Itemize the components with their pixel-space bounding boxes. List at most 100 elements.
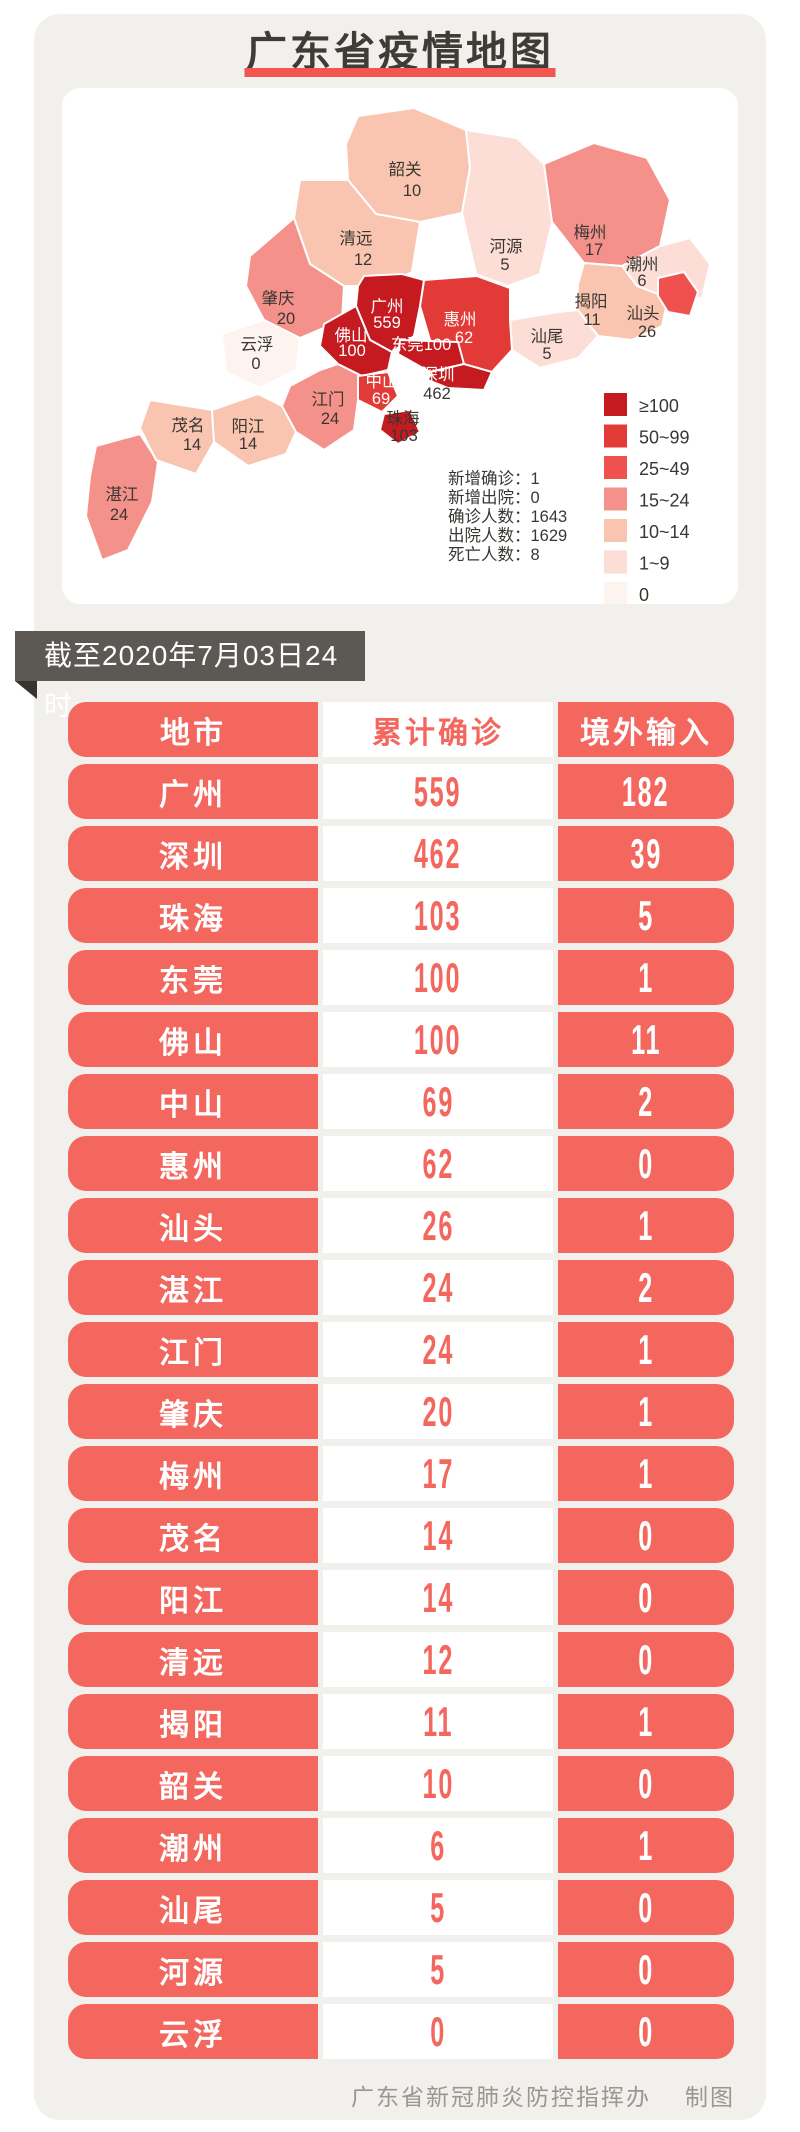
map-value-惠州: 62 xyxy=(455,329,473,347)
ribbon-fold xyxy=(15,681,37,699)
confirmed-cell-text: 26 xyxy=(422,1201,454,1249)
city-name-cell: 中山 xyxy=(68,1074,318,1129)
map-value-肇庆: 20 xyxy=(277,310,295,328)
confirmed-cell-text: 24 xyxy=(422,1263,454,1311)
city-name-cell-text: 韶关 xyxy=(159,1770,227,1804)
legend-swatch-1~9 xyxy=(604,550,627,574)
city-name-cell: 湛江 xyxy=(68,1260,318,1315)
confirmed-cell: 0 xyxy=(323,2004,553,2059)
city-name-cell-text: 茂名 xyxy=(159,1522,227,1556)
legend-swatch-10~14 xyxy=(604,519,627,542)
table-row: 清远 12 0 xyxy=(0,1632,800,1687)
map-label-茂名: 茂名 xyxy=(172,416,205,435)
stat-line-1: 新增出院：0 xyxy=(448,488,540,507)
footer-label: 制图 xyxy=(685,2084,735,2110)
map-label-云浮: 云浮 xyxy=(241,335,274,354)
header-imported-label: 境外输入 xyxy=(580,716,712,750)
map-label-深圳: 深圳 xyxy=(422,365,455,384)
city-name-cell-text: 惠州 xyxy=(159,1150,227,1184)
confirmed-cell-text: 12 xyxy=(422,1635,454,1683)
map-value-云浮: 0 xyxy=(251,355,260,373)
city-name-cell: 清远 xyxy=(68,1632,318,1687)
table-row: 梅州 17 1 xyxy=(0,1446,800,1501)
map-value-珠海: 103 xyxy=(390,427,418,445)
map-value-清远: 12 xyxy=(354,251,372,269)
confirmed-cell: 5 xyxy=(323,1880,553,1935)
imported-cell: 2 xyxy=(558,1074,734,1129)
imported-cell-text: 1 xyxy=(638,1449,654,1497)
city-name-cell-text: 珠海 xyxy=(159,902,227,936)
imported-cell-text: 1 xyxy=(638,1821,654,1869)
imported-cell-text: 1 xyxy=(638,953,654,1001)
imported-cell: 0 xyxy=(558,1756,734,1811)
imported-cell: 39 xyxy=(558,826,734,881)
map-label-佛山: 佛山 xyxy=(335,326,368,345)
map-value-潮州: 6 xyxy=(637,272,646,290)
table-row: 中山 69 2 xyxy=(0,1074,800,1129)
confirmed-cell: 14 xyxy=(323,1570,553,1625)
confirmed-cell: 559 xyxy=(323,764,553,819)
city-name-cell: 汕尾 xyxy=(68,1880,318,1935)
legend-swatch-≥100 xyxy=(604,393,627,416)
imported-cell: 0 xyxy=(558,1632,734,1687)
city-name-cell-text: 广州 xyxy=(159,778,227,812)
map-region-梅州 xyxy=(543,142,671,267)
city-name-cell: 河源 xyxy=(68,1942,318,1997)
confirmed-cell-text: 10 xyxy=(422,1759,454,1807)
legend-label-10~14: 10~14 xyxy=(639,522,690,542)
footer-credit-line: 广东省新冠肺炎防控指挥办 制图 xyxy=(351,2078,735,2112)
map-value-韶关: 10 xyxy=(403,182,421,200)
imported-cell-text: 11 xyxy=(630,1015,662,1063)
header-confirmed-label: 累计确诊 xyxy=(372,716,504,750)
imported-cell-text: 39 xyxy=(630,829,662,877)
legend-label-25~49: 25~49 xyxy=(639,459,690,479)
imported-cell: 11 xyxy=(558,1012,734,1067)
city-name-cell-text: 汕头 xyxy=(159,1212,227,1246)
imported-cell-text: 0 xyxy=(638,1573,654,1621)
map-label-珠海: 珠海 xyxy=(387,409,420,428)
table-row: 惠州 62 0 xyxy=(0,1136,800,1191)
city-name-cell-text: 河源 xyxy=(159,1956,227,1990)
imported-cell: 0 xyxy=(558,1570,734,1625)
imported-cell: 182 xyxy=(558,764,734,819)
legend-swatch-50~99 xyxy=(604,424,627,448)
map-label-江门: 江门 xyxy=(312,390,345,409)
imported-cell-text: 1 xyxy=(638,1325,654,1373)
confirmed-cell-text: 0 xyxy=(430,2007,446,2055)
map-region-云浮 xyxy=(221,319,301,389)
city-name-cell: 潮州 xyxy=(68,1818,318,1873)
map-region-揭阳 xyxy=(576,262,669,341)
imported-cell: 2 xyxy=(558,1260,734,1315)
table-row: 佛山 100 11 xyxy=(0,1012,800,1067)
confirmed-cell: 103 xyxy=(323,888,553,943)
table-row: 深圳 462 39 xyxy=(0,826,800,881)
legend-label-50~99: 50~99 xyxy=(639,428,690,448)
table-row: 珠海 103 5 xyxy=(0,888,800,943)
date-ribbon: 截至2020年7月03日24时 xyxy=(15,631,365,721)
imported-cell-text: 1 xyxy=(638,1387,654,1435)
confirmed-cell-text: 62 xyxy=(422,1139,454,1187)
imported-cell: 5 xyxy=(558,888,734,943)
map-label-潮州: 潮州 xyxy=(626,255,659,274)
confirmed-cell-text: 462 xyxy=(414,829,462,877)
map-value-汕尾: 5 xyxy=(542,345,551,363)
map-label-中山: 中山 xyxy=(366,372,399,391)
legend-swatch-0 xyxy=(604,582,627,604)
imported-cell-text: 0 xyxy=(638,1511,654,1559)
city-name-cell: 江门 xyxy=(68,1322,318,1377)
city-name-cell-text: 中山 xyxy=(159,1088,227,1122)
confirmed-cell-text: 24 xyxy=(422,1325,454,1373)
table-row: 韶关 10 0 xyxy=(0,1756,800,1811)
legend-label-1~9: 1~9 xyxy=(639,554,670,574)
map-value-河源: 5 xyxy=(500,256,509,274)
table-row: 江门 24 1 xyxy=(0,1322,800,1377)
city-name-cell-text: 汕尾 xyxy=(159,1894,227,1928)
city-name-cell-text: 东莞 xyxy=(159,964,227,998)
city-name-cell: 韶关 xyxy=(68,1756,318,1811)
map-value-湛江: 24 xyxy=(110,506,128,524)
confirmed-cell: 11 xyxy=(323,1694,553,1749)
imported-cell-text: 182 xyxy=(622,767,670,815)
imported-cell: 0 xyxy=(558,1508,734,1563)
city-name-cell: 阳江 xyxy=(68,1570,318,1625)
imported-cell-text: 0 xyxy=(638,1139,654,1187)
